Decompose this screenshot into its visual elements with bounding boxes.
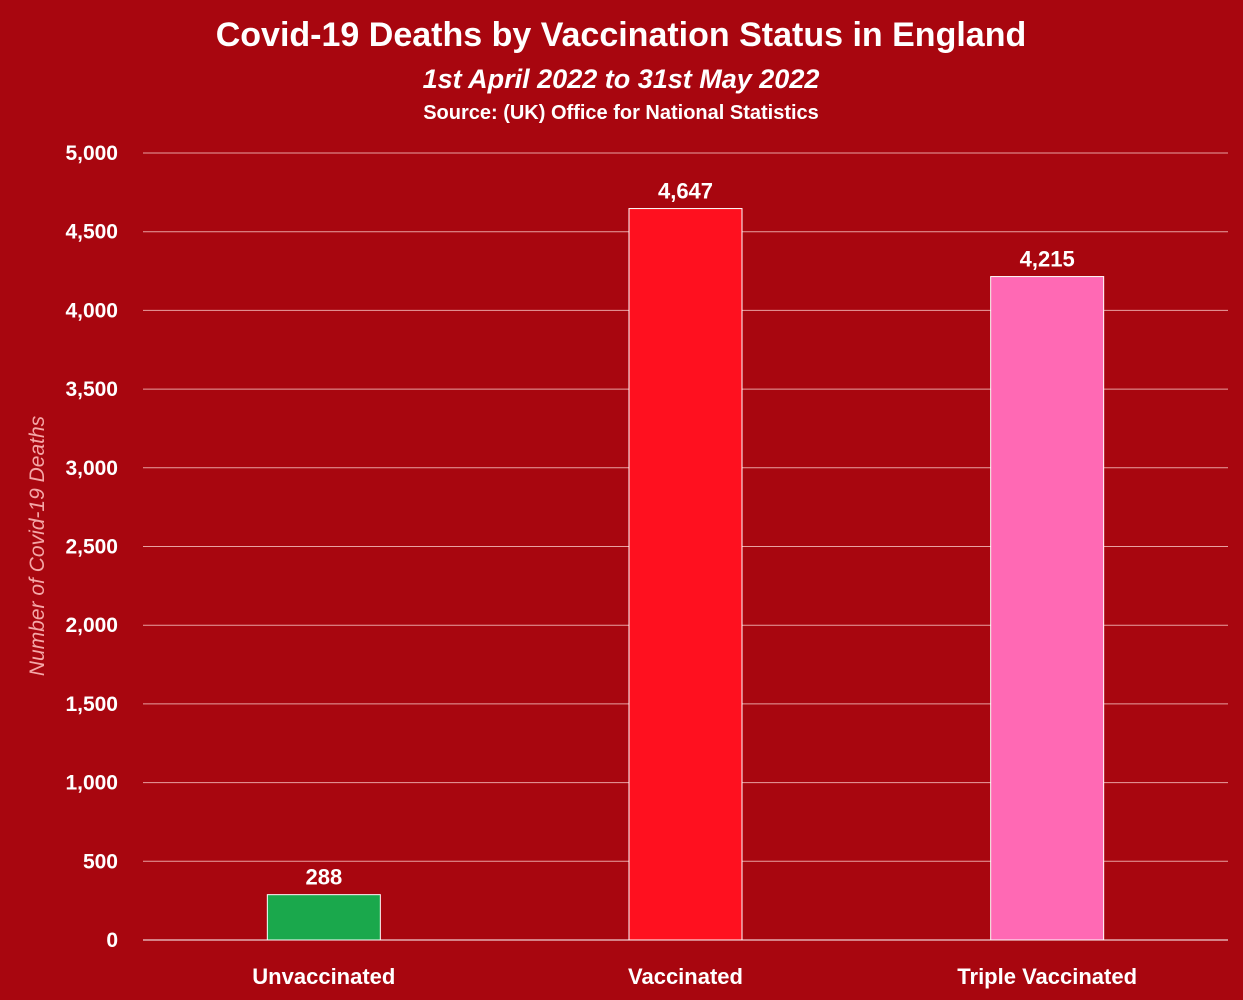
- x-tick-label: Vaccinated: [628, 964, 743, 989]
- data-labels: 288 4,647 4,215: [305, 179, 1074, 890]
- y-tick-label: 2,000: [65, 614, 118, 637]
- chart-title: Covid-19 Deaths by Vaccination Status in…: [216, 16, 1027, 54]
- x-tick-label: Unvaccinated: [252, 964, 395, 989]
- x-axis-ticks: Unvaccinated Vaccinated Triple Vaccinated: [252, 964, 1137, 989]
- data-label: 288: [305, 865, 342, 890]
- y-tick-label: 3,000: [65, 457, 118, 480]
- bar-triple-vaccinated: [990, 276, 1105, 941]
- y-tick-label: 500: [83, 850, 118, 873]
- y-tick-label: 0: [106, 929, 118, 952]
- chart-source: Source: (UK) Office for National Statist…: [423, 102, 819, 124]
- y-tick-label: 1,000: [65, 772, 118, 795]
- y-tick-label: 2,500: [65, 536, 118, 559]
- y-tick-label: 4,500: [65, 221, 118, 244]
- bars: [266, 208, 1105, 941]
- y-tick-label: 3,500: [65, 378, 118, 401]
- y-axis-ticks: 0 500 1,000 1,500 2,000 2,500 3,000 3,500 4,000 4…: [65, 142, 118, 952]
- y-axis-label: Number of Covid-19 Deaths: [26, 415, 49, 676]
- data-label: 4,215: [1020, 247, 1075, 272]
- x-tick-label: Triple Vaccinated: [957, 964, 1137, 989]
- y-tick-label: 4,000: [65, 299, 118, 322]
- y-tick-label: 1,500: [65, 693, 118, 716]
- chart-subtitle: 1st April 2022 to 31st May 2022: [423, 64, 820, 94]
- bar-vaccinated: [628, 208, 743, 941]
- y-tick-label: 5,000: [65, 142, 118, 165]
- data-label: 4,647: [658, 179, 713, 204]
- bar-unvaccinated: [266, 894, 381, 941]
